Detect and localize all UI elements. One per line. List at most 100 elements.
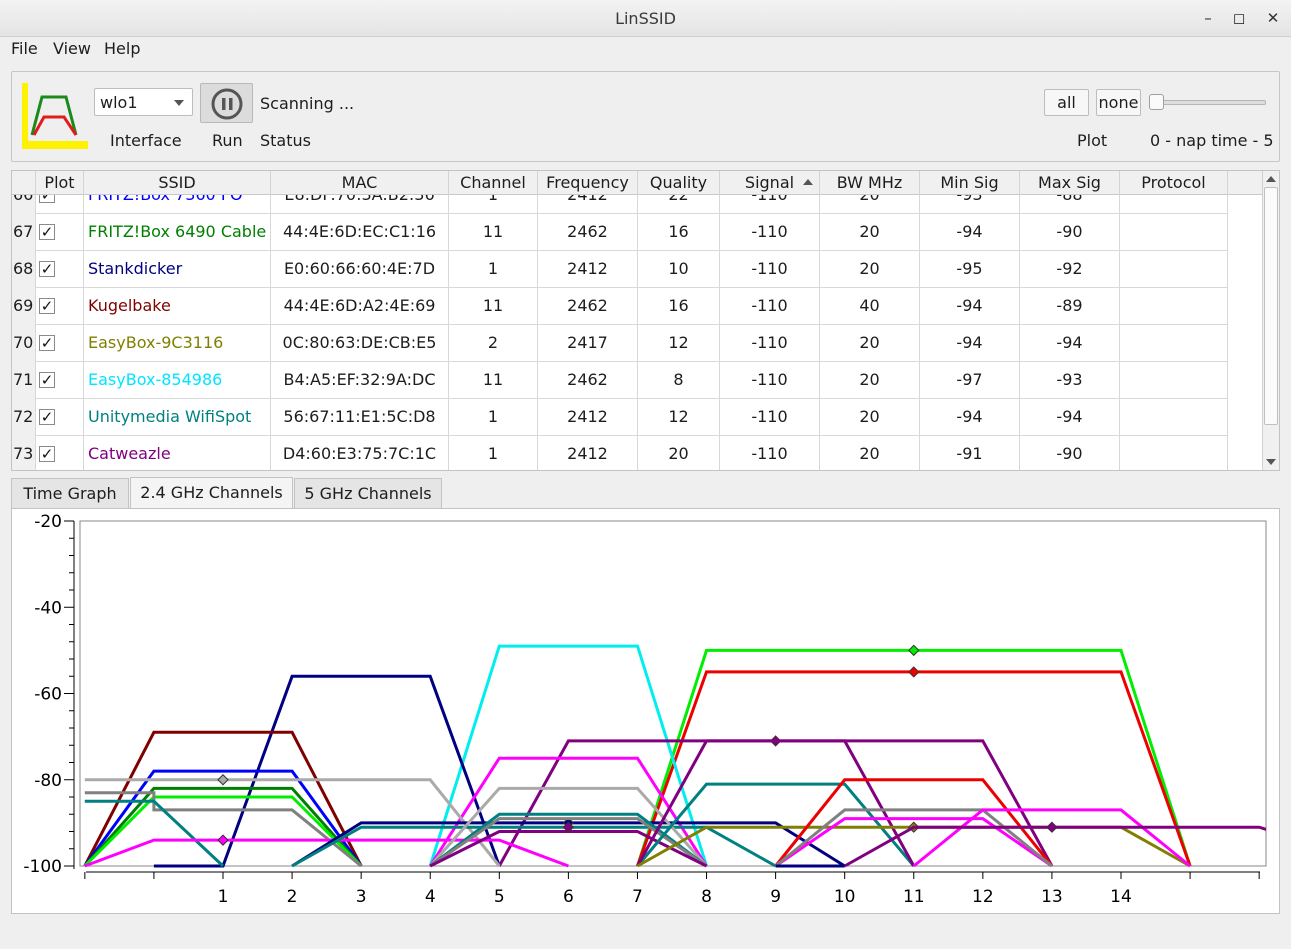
pause-ring xyxy=(211,88,243,120)
plot-checkbox[interactable]: ✓ xyxy=(39,371,55,389)
plot-cell: ✓ xyxy=(36,251,84,288)
column-header-bw[interactable]: BW MHz xyxy=(820,171,920,195)
menu-bar: File View Help xyxy=(0,37,1291,61)
row-number: 66 xyxy=(12,195,36,214)
menu-help[interactable]: Help xyxy=(104,39,141,58)
table-row[interactable]: 68 ✓ Stankdicker E0:60:66:60:4E:7D 1 2412 10 -1… xyxy=(12,251,1228,288)
scroll-down-icon[interactable] xyxy=(1266,459,1276,465)
scrollbar-thumb[interactable] xyxy=(1264,187,1278,425)
plot-checkbox[interactable]: ✓ xyxy=(39,260,55,278)
plot-checkbox[interactable]: ✓ xyxy=(39,408,55,426)
x-tick-label: 13 xyxy=(1041,887,1063,907)
series-line-9 xyxy=(83,786,363,867)
plot-checkbox[interactable]: ✓ xyxy=(39,195,55,203)
row-number: 71 xyxy=(12,362,36,399)
max-sig-cell: -93 xyxy=(1020,362,1120,399)
signal-cell: -110 xyxy=(720,195,820,214)
plot-checkbox[interactable]: ✓ xyxy=(39,334,55,352)
column-header-max-sig[interactable]: Max Sig xyxy=(1020,171,1120,195)
x-tick-label: 1 xyxy=(218,887,229,907)
channel-cell: 1 xyxy=(449,399,538,436)
nap-time-slider-handle[interactable] xyxy=(1149,94,1164,110)
table-header: Plot SSID MAC Channel Frequency Quality … xyxy=(12,171,1263,195)
table-row[interactable]: 66✓ FRITZ!Box 7360 FOE8:DF:70:3A:B2:36124… xyxy=(12,195,1228,214)
column-header-mac[interactable]: MAC xyxy=(271,171,449,195)
column-header-ssid[interactable]: SSID xyxy=(84,171,271,195)
series-line-26 xyxy=(912,808,1192,868)
column-header-plot[interactable]: Plot xyxy=(36,171,84,195)
table-row[interactable]: 72 ✓ Unitymedia WifiSpot 56:67:11:E1:5C:D8 1… xyxy=(12,399,1228,436)
x-tick-label: 2 xyxy=(287,887,298,907)
menu-view[interactable]: View xyxy=(53,39,91,58)
series-marker-19 xyxy=(562,821,575,833)
frequency-cell: 2412 xyxy=(538,436,638,470)
table-row[interactable]: 73 ✓ Catweazle D4:60:E3:75:7C:1C 1 2412 20 -110… xyxy=(12,436,1228,470)
mac-cell: B4:A5:EF:32:9A:DC xyxy=(271,362,449,399)
column-header-min-sig[interactable]: Min Sig xyxy=(920,171,1020,195)
column-header-frequency[interactable]: Frequency xyxy=(538,171,638,195)
plot-all-button[interactable]: all xyxy=(1044,89,1089,116)
x-tick-label: 14 xyxy=(1110,887,1132,907)
min-sig-cell: -94 xyxy=(920,214,1020,251)
series-line-13 xyxy=(84,838,569,868)
table-row[interactable]: 70 ✓ EasyBox-9C3116 0C:80:63:DE:CB:E5 2 2417 1… xyxy=(12,325,1228,362)
column-header-signal[interactable]: Signal xyxy=(720,171,820,195)
interface-label: Interface xyxy=(110,131,182,150)
ssid-cell: Catweazle xyxy=(84,436,271,470)
max-sig-cell: -94 xyxy=(1020,399,1120,436)
tab-time-graph[interactable]: Time Graph xyxy=(11,478,129,509)
channel-cell: 11 xyxy=(449,362,538,399)
run-pause-button[interactable] xyxy=(200,83,253,123)
nap-time-slider[interactable] xyxy=(1150,100,1266,105)
logo-yellow-base xyxy=(22,141,88,149)
series-line-15 xyxy=(291,825,777,868)
maximize-icon[interactable]: ◻ xyxy=(1232,9,1246,27)
ssid-cell: Kugelbake xyxy=(84,288,271,325)
frequency-cell: 2412 xyxy=(538,251,638,288)
close-icon[interactable]: ✕ xyxy=(1266,9,1280,27)
menu-file[interactable]: File xyxy=(11,39,38,58)
series-line-18 xyxy=(429,817,708,868)
series-marker-8 xyxy=(217,774,229,786)
frequency-cell: 2462 xyxy=(538,288,638,325)
bw-cell: 20 xyxy=(820,362,920,399)
series-line-20 xyxy=(636,782,915,867)
protocol-cell xyxy=(1120,436,1228,470)
column-header-quality[interactable]: Quality xyxy=(638,171,720,195)
series-line-7 xyxy=(83,769,363,867)
max-sig-cell: -88 xyxy=(1020,195,1120,214)
run-label: Run xyxy=(212,131,243,150)
bw-cell: 20 xyxy=(820,214,920,251)
series-line-25 xyxy=(774,808,1053,868)
interface-select[interactable]: wlo1 xyxy=(94,88,193,116)
quality-cell: 16 xyxy=(638,214,720,251)
plot-none-button[interactable]: none xyxy=(1096,89,1141,116)
scroll-up-icon[interactable] xyxy=(1266,176,1276,182)
series-line-27 xyxy=(843,825,1266,868)
plot-cell: ✓ xyxy=(36,325,84,362)
series-line-23 xyxy=(774,778,1054,867)
minimize-icon[interactable]: – xyxy=(1204,9,1212,27)
plot-checkbox[interactable]: ✓ xyxy=(39,297,55,315)
plot-checkbox[interactable]: ✓ xyxy=(39,223,55,241)
ssid-cell: FRITZ!Box 6490 Cable xyxy=(84,214,271,251)
table-row[interactable]: 71 ✓ EasyBox-854986 B4:A5:EF:32:9A:DC 11 2462… xyxy=(12,362,1228,399)
column-header-channel[interactable]: Channel xyxy=(449,171,538,195)
table-row[interactable]: 69 ✓ Kugelbake 44:4E:6D:A2:4E:69 11 2462 16 -11… xyxy=(12,288,1228,325)
frequency-cell: 2462 xyxy=(538,362,638,399)
table-row[interactable]: 67 ✓ FRITZ!Box 6490 Cable 44:4E:6D:EC:C1:16… xyxy=(12,214,1228,251)
series-marker-1 xyxy=(908,666,920,678)
plot-cell: ✓ xyxy=(36,288,84,325)
min-sig-cell: -91 xyxy=(920,436,1020,470)
bw-cell: 20 xyxy=(820,399,920,436)
signal-cell: -110 xyxy=(720,214,820,251)
table-scrollbar[interactable] xyxy=(1262,171,1279,470)
y-tick-label: -60 xyxy=(34,685,62,705)
x-tick-label: 12 xyxy=(972,887,994,907)
plot-checkbox[interactable]: ✓ xyxy=(39,445,55,463)
tab-24ghz-channels[interactable]: 2.4 GHz Channels xyxy=(130,477,293,510)
tab-5ghz-channels[interactable]: 5 GHz Channels xyxy=(294,478,442,509)
status-text: Scanning ... xyxy=(260,94,355,113)
column-header-protocol[interactable]: Protocol xyxy=(1120,171,1228,195)
